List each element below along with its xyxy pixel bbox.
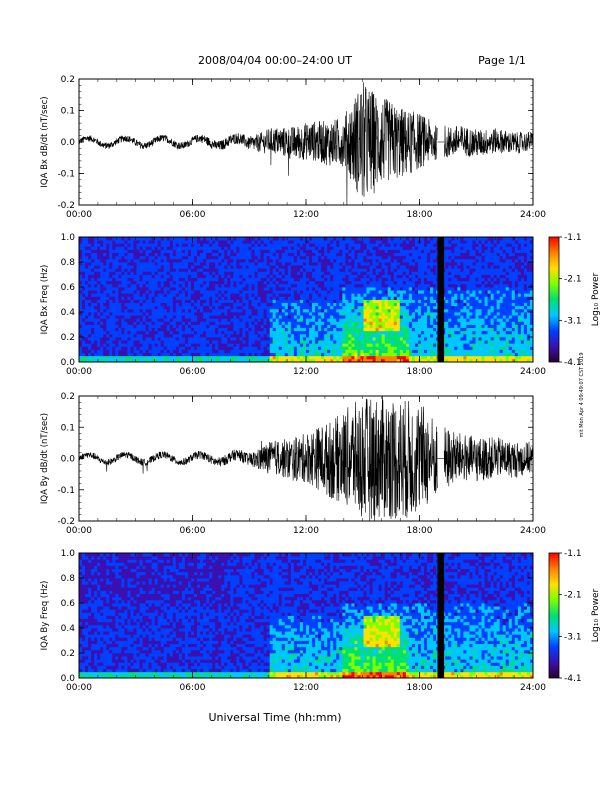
x-tick-label: 18:00	[407, 210, 433, 220]
colorbar-tick-label: -3.1	[564, 316, 582, 326]
x-tick-label: 18:00	[407, 526, 433, 536]
y-tick-label: 0.0	[61, 455, 76, 465]
x-tick-label: 12:00	[293, 526, 319, 536]
spectrogram-cells	[79, 237, 533, 362]
y-tick-label: -0.1	[57, 170, 75, 180]
dbdt-trace	[79, 395, 533, 521]
x-tick-label: 12:00	[293, 367, 319, 377]
spectrogram-panel: 1.00.80.60.40.20.0-1.1-2.1-3.1-4.1Log₁₀ …	[40, 549, 601, 693]
x-tick-label: 00:00	[66, 526, 92, 536]
y-tick-label: 0.2	[61, 392, 75, 402]
x-tick-label: 06:00	[180, 683, 206, 693]
spectrogram-cells	[79, 553, 533, 678]
x-tick-label: 00:00	[66, 367, 92, 377]
x-tick-label: 06:00	[180, 367, 206, 377]
x-tick-label: 18:00	[407, 683, 433, 693]
y-tick-label: 0.1	[61, 107, 75, 117]
x-tick-label: 24:00	[520, 683, 546, 693]
y-tick-label: 0.4	[61, 624, 76, 634]
y-tick-label: 0.6	[61, 283, 76, 293]
y-tick-label: 0.0	[61, 138, 76, 148]
x-tick-label: 24:00	[520, 210, 546, 220]
page-number: Page 1/1	[478, 54, 526, 67]
y-tick-label: 0.1	[61, 423, 75, 433]
y-tick-label: 0.2	[61, 649, 75, 659]
y-axis-label: IQA By Freq (Hz)	[40, 581, 50, 651]
dbdt-trace	[79, 82, 533, 208]
x-tick-label: 06:00	[180, 210, 206, 220]
y-axis-label: IQA Bx dB/dt (nT/sec)	[40, 96, 50, 187]
data-gap-bar	[437, 237, 444, 362]
x-tick-label: 06:00	[180, 526, 206, 536]
x-axis-title: Universal Time (hh:mm)	[209, 711, 342, 724]
y-axis-label: IQA Bx Freq (Hz)	[40, 265, 50, 335]
x-tick-label: 12:00	[293, 683, 319, 693]
x-tick-label: 12:00	[293, 210, 319, 220]
colorbar-label: Log₁₀ Power	[591, 589, 601, 643]
y-tick-label: 0.8	[61, 258, 76, 268]
colorbar-tick-label: -2.1	[564, 275, 582, 285]
x-tick-label: 24:00	[520, 367, 546, 377]
colorbar-tick-label: -1.1	[564, 233, 582, 243]
colorbar-tick-label: -4.1	[564, 674, 582, 684]
y-tick-label: 0.4	[61, 308, 76, 318]
page-title: 2008/04/04 00:00–24:00 UT	[198, 54, 352, 67]
y-axis-label: IQA By dB/dt (nT/sec)	[40, 413, 50, 504]
x-tick-label: 00:00	[66, 210, 92, 220]
y-tick-label: 0.6	[61, 599, 76, 609]
y-tick-label: 1.0	[61, 233, 76, 243]
y-tick-label: -0.1	[57, 486, 75, 496]
colorbar-tick-label: -4.1	[564, 358, 582, 368]
data-gap-bar	[437, 553, 444, 678]
colorbar	[549, 553, 559, 678]
colorbar-tick-label: -2.1	[564, 591, 582, 601]
y-tick-label: 0.2	[61, 333, 75, 343]
x-tick-label: 24:00	[520, 526, 546, 536]
x-tick-label: 00:00	[66, 683, 92, 693]
y-tick-label: 1.0	[61, 549, 76, 559]
spectrogram-panel: 1.00.80.60.40.20.0-1.1-2.1-3.1-4.1Log₁₀ …	[40, 233, 601, 377]
colorbar-tick-label: -1.1	[564, 549, 582, 559]
x-tick-label: 18:00	[407, 367, 433, 377]
y-tick-label: 0.8	[61, 574, 76, 584]
y-tick-label: 0.2	[61, 75, 75, 85]
colorbar-label: Log₁₀ Power	[591, 273, 601, 327]
colorbar	[549, 237, 559, 362]
colorbar-tick-label: -3.1	[564, 632, 582, 642]
